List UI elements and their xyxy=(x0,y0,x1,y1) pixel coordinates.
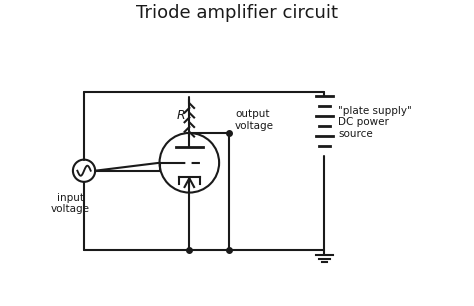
Text: R: R xyxy=(176,109,185,121)
Title: Triode amplifier circuit: Triode amplifier circuit xyxy=(136,4,338,22)
Text: input
voltage: input voltage xyxy=(51,192,90,214)
Text: output
voltage: output voltage xyxy=(235,109,274,131)
Text: "plate supply"
DC power
source: "plate supply" DC power source xyxy=(338,106,412,139)
